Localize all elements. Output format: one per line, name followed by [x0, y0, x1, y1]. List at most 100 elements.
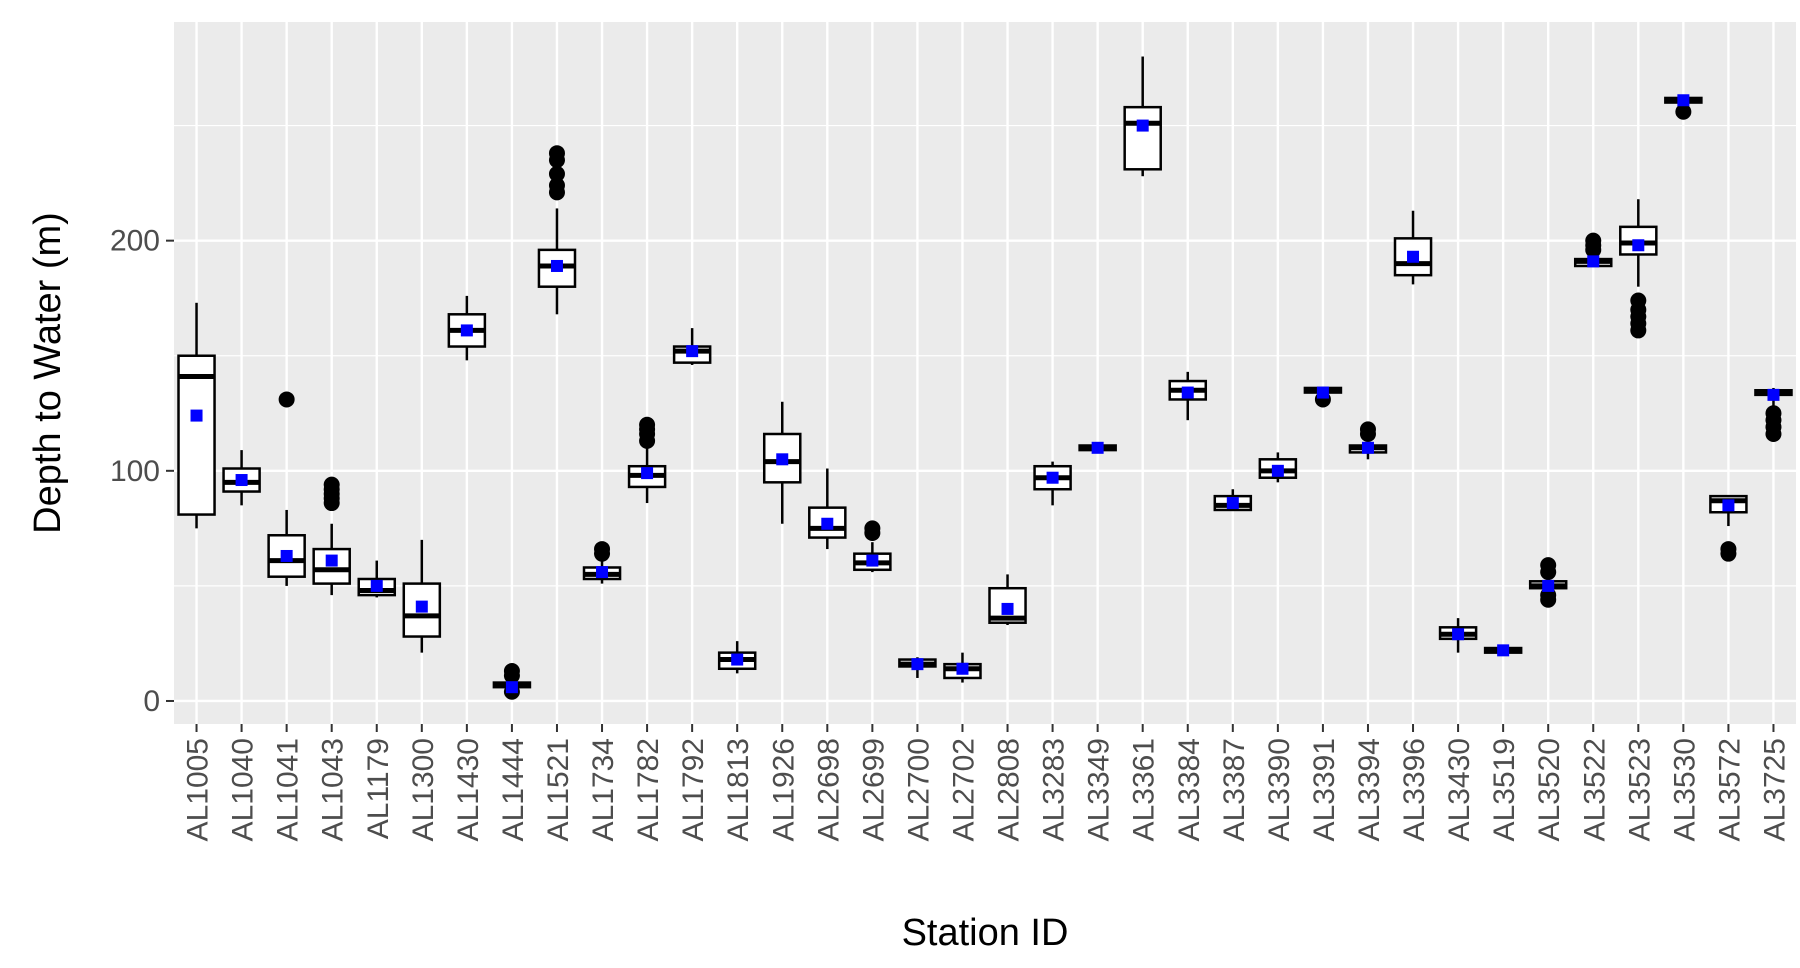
x-tick-label: AL3572 [1713, 738, 1746, 841]
outlier-point [548, 165, 565, 182]
outlier-point [1585, 232, 1602, 249]
mean-marker [1091, 441, 1104, 454]
axes: 0 100 200 AL1005 AL1040 AL1041 AL1043 AL1179 AL1… [110, 225, 1792, 842]
box-AL1430 [447, 295, 487, 361]
mean-marker [1677, 94, 1690, 107]
box-AL1521 [537, 145, 577, 315]
mean-marker [235, 474, 248, 487]
mean-marker [550, 259, 563, 272]
box-AL2700 [898, 657, 937, 678]
x-tick-label: AL3530 [1668, 738, 1701, 841]
x-tick-label: AL3519 [1488, 738, 1521, 841]
plot-panel [174, 22, 1796, 724]
mean-marker [911, 658, 924, 671]
mean-marker [1226, 497, 1239, 510]
box-AL1782 [627, 416, 667, 504]
box-AL1734 [582, 541, 622, 584]
box-AL1179 [357, 560, 397, 598]
x-tick-label: AL1521 [542, 738, 575, 841]
outlier-point [1359, 421, 1376, 438]
box-AL3519 [1483, 644, 1523, 657]
x-tick-label: AL3361 [1128, 738, 1161, 841]
x-tick-label: AL1179 [362, 738, 395, 839]
outlier-point [1540, 557, 1557, 574]
box-AL3522 [1573, 232, 1613, 268]
mean-marker [641, 467, 654, 480]
x-tick-label: AL2700 [902, 738, 935, 841]
mean-marker [821, 517, 834, 530]
mean-marker [1542, 579, 1555, 592]
box-AL3523 [1619, 199, 1658, 339]
box-AL3396 [1393, 210, 1433, 285]
box-AL3384 [1168, 371, 1208, 421]
box-iqr [1123, 105, 1162, 171]
mean-marker [1632, 239, 1645, 252]
outlier-point [1675, 103, 1692, 120]
x-tick-label: AL1734 [587, 738, 620, 841]
y-tick-label: 200 [110, 225, 160, 258]
mean-marker [1136, 119, 1149, 132]
x-tick-label: AL2808 [993, 738, 1026, 841]
outlier-point [548, 177, 565, 194]
mean-marker [190, 409, 203, 422]
x-tick-label: AL3430 [1443, 738, 1476, 841]
mean-marker [1361, 441, 1374, 454]
box-AL2699 [853, 520, 892, 573]
y-tick-label: 100 [110, 455, 160, 488]
box-AL1813 [717, 641, 757, 674]
box-AL1444 [492, 663, 532, 700]
outlier-point [1630, 292, 1647, 309]
mean-marker [956, 662, 969, 675]
x-tick-label: AL1005 [182, 738, 215, 841]
box-AL3520 [1528, 557, 1568, 608]
mean-marker [1271, 464, 1284, 477]
outlier-point [1765, 405, 1782, 422]
grid-lines [174, 22, 1796, 724]
box-AL1005 [177, 302, 216, 529]
x-tick-label: AL3522 [1578, 738, 1611, 841]
mean-marker [325, 554, 338, 567]
mean-marker [866, 554, 879, 567]
mean-marker [1407, 250, 1420, 263]
box-AL3394 [1348, 421, 1388, 460]
x-tick-label: AL2698 [812, 738, 845, 841]
x-tick-label: AL1782 [632, 738, 665, 841]
mean-marker [1046, 471, 1059, 484]
outlier-point [1720, 541, 1737, 558]
x-tick-label: AL1043 [317, 738, 350, 841]
box-AL3391 [1303, 386, 1343, 408]
x-tick-label: AL3394 [1353, 738, 1386, 841]
x-tick-label: AL1926 [767, 738, 800, 841]
x-tick-label: AL1040 [227, 738, 260, 841]
x-tick-label: AL1430 [452, 738, 485, 841]
x-tick-label: AL1300 [407, 738, 440, 841]
x-tick-label: AL3725 [1758, 738, 1791, 841]
box-AL2808 [988, 574, 1027, 626]
x-tick-label: AL3384 [1173, 738, 1206, 841]
mean-marker [1316, 386, 1329, 399]
mean-marker [415, 600, 428, 613]
mean-marker [776, 453, 789, 466]
box-AL3361 [1123, 56, 1162, 177]
box-iqr [177, 354, 216, 516]
mean-marker [1497, 644, 1510, 657]
y-tick-label: 0 [143, 685, 160, 718]
x-tick-label: AL1041 [272, 738, 305, 841]
x-tick-label: AL3390 [1263, 738, 1296, 841]
outlier-point [548, 145, 565, 162]
mean-marker [280, 549, 293, 562]
x-tick-label: AL3349 [1083, 738, 1116, 841]
mean-marker [596, 566, 609, 579]
x-tick-label: AL3523 [1623, 738, 1656, 841]
box-AL3725 [1754, 387, 1793, 442]
box-iqr [808, 506, 847, 539]
box-AL1926 [762, 401, 802, 524]
x-tick-label: AL3283 [1038, 738, 1071, 841]
x-tick-label: AL1813 [722, 738, 755, 841]
x-tick-label: AL3391 [1308, 738, 1341, 841]
outlier-point [503, 663, 520, 680]
mean-marker [460, 324, 473, 337]
x-tick-label: AL2699 [857, 738, 890, 841]
box-AL3349 [1078, 441, 1117, 454]
